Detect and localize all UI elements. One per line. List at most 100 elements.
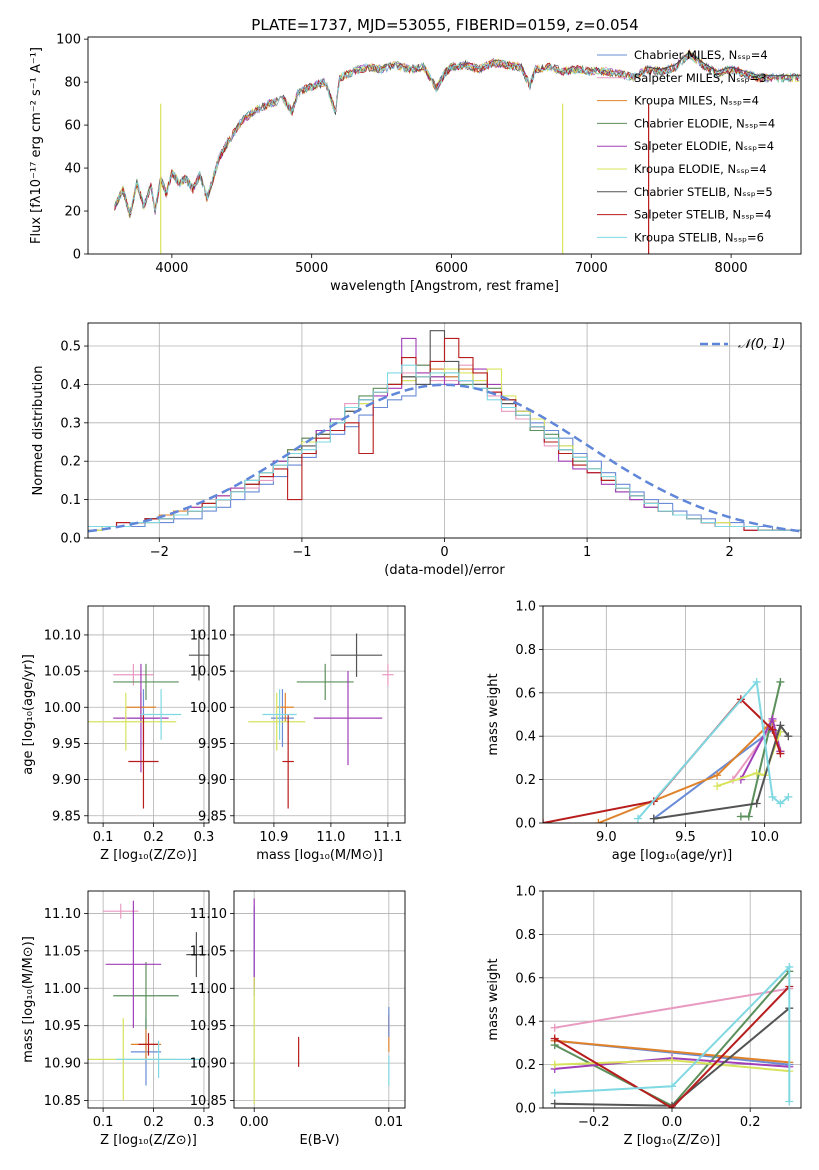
y-tick-label: 10.05	[190, 665, 227, 680]
x-tick-label: −0.2	[578, 1115, 610, 1130]
weight-marker	[784, 792, 793, 801]
axes-frame	[87, 322, 802, 539]
y-tick-label: 10.00	[44, 701, 81, 716]
x-tick-label: 0.3	[194, 1115, 215, 1130]
y-tick-label: 9.85	[52, 809, 81, 824]
axes-frame	[87, 890, 210, 1109]
weight-line	[554, 987, 790, 1029]
errorbar-point	[186, 932, 207, 978]
weight-marker	[776, 721, 785, 730]
y-tick-label: 9.95	[52, 737, 81, 752]
x-tick-label: 5000	[295, 261, 328, 276]
y-tick-label: 0.4	[515, 730, 536, 745]
weight-marker	[713, 782, 722, 791]
y-tick-label: 0.2	[515, 773, 536, 788]
mass-weight-vs-metallicity-panel: −0.2 0.0 0.2 0.0 0.2 0.4 0.6 0.8 1.0 Z [log₁₀(Z/Z…	[486, 885, 802, 1148]
weight-line	[554, 1039, 790, 1064]
y-tick-label: 9.85	[198, 809, 227, 824]
axes-frame	[233, 890, 406, 1109]
x-tick-label: 9.5	[675, 830, 696, 845]
weight-marker	[752, 769, 761, 778]
y-tick-label: 10.95	[190, 1019, 227, 1034]
errorbar-point	[382, 663, 394, 686]
errorbar-point	[313, 671, 383, 766]
y-tick-label: 0.3	[60, 416, 81, 431]
mass-vs-metallicity-panel: 0.1 0.2 0.3 10.85 10.90 10.95 11.00 11.05 11.10 Z…	[21, 890, 215, 1148]
y-tick-label: 0	[73, 248, 81, 263]
x-axis-label: Z [log₁₀(Z/Z⊙)]	[100, 848, 197, 863]
weight-marker	[752, 799, 761, 808]
x-tick-label: 2	[726, 545, 734, 560]
y-axis-label: mass [log₁₀(M/M⊙)]	[21, 936, 36, 1063]
legend-entry: Salpeter STELIB, Nₛₛₚ=4	[634, 208, 772, 222]
y-tick-label: 0.0	[60, 532, 81, 547]
errorbar-point	[88, 692, 177, 751]
weight-marker	[594, 819, 603, 823]
weight-marker	[713, 771, 722, 780]
weight-lines	[543, 677, 793, 823]
weight-marker	[768, 792, 777, 801]
y-tick-label: 9.90	[52, 773, 81, 788]
weight-marker	[776, 677, 785, 686]
y-tick-label: 0.8	[515, 928, 536, 943]
y-tick-label: 10.10	[44, 628, 81, 643]
y-tick-label: 10.05	[44, 665, 81, 680]
x-axis-label: mass [log₁₀(M/M⊙)]	[256, 848, 383, 863]
x-tick-label: 0.1	[93, 830, 114, 845]
x-axis-label: Z [log₁₀(Z/Z⊙)]	[624, 1133, 721, 1148]
y-tick-label: 0.2	[60, 455, 81, 470]
x-tick-label: 0	[440, 545, 448, 560]
axes-frame	[233, 605, 406, 824]
errorbar-group	[88, 900, 207, 1101]
x-tick-label: 4000	[155, 261, 188, 276]
weight-marker	[668, 1104, 676, 1108]
age-vs-mass-panel: 10.9 11.0 11.1 9.85 9.90 9.95 10.00 10.05 10.10 m…	[190, 605, 406, 863]
y-tick-label: 40	[64, 162, 81, 177]
figure-title: PLATE=1737, MJD=53055, FIBERID=0159, z=0…	[251, 16, 638, 34]
y-axis-label: age [log₁₀(age/yr)]	[21, 654, 36, 775]
y-tick-label: 1.0	[515, 885, 536, 900]
x-tick-label: 6000	[435, 261, 468, 276]
errorbar-point	[296, 663, 354, 701]
y-tick-label: 0.0	[515, 817, 536, 832]
errorbar-point	[330, 633, 383, 677]
axes-frame	[87, 36, 802, 255]
y-tick-label: 0.2	[515, 1058, 536, 1073]
weight-marker	[736, 812, 745, 821]
x-axis-label: E(B-V)	[299, 1133, 339, 1148]
y-tick-label: 0.5	[60, 340, 81, 355]
errorbar-point	[113, 663, 169, 773]
x-tick-label: 0.2	[740, 1115, 761, 1130]
weight-marker	[633, 814, 642, 823]
weight-marker	[668, 1056, 676, 1065]
legend-entry: Kroupa MILES, Nₛₛₚ=4	[634, 94, 759, 108]
legend-entry: Chabrier MILES, Nₛₛₚ=4	[634, 48, 768, 62]
y-axis-label: mass weight	[486, 673, 501, 755]
weight-marker	[752, 677, 761, 686]
y-axis-label: Flux [fλ10⁻¹⁷ erg cm⁻² s⁻¹ A⁻¹]	[29, 47, 44, 244]
y-axis-label: mass weight	[486, 958, 501, 1040]
weight-marker	[784, 732, 793, 741]
age-vs-metallicity-panel: 0.1 0.2 0.3 9.85 9.90 9.95 10.00 10.05 10.10 Z [l…	[21, 605, 214, 863]
x-tick-label: 8000	[715, 261, 748, 276]
errorbar-point	[138, 1033, 159, 1056]
errorbar-point	[113, 663, 179, 701]
errorbar-point	[271, 689, 294, 748]
weight-line	[554, 985, 791, 1108]
x-axis-label: Z [log₁₀(Z/Z⊙)]	[100, 1133, 197, 1148]
x-tick-label: 7000	[575, 261, 608, 276]
axes-frame	[542, 605, 802, 824]
y-tick-label: 10.85	[44, 1094, 81, 1109]
x-tick-label: 1	[583, 545, 591, 560]
legend-entry: Kroupa ELODIE, Nₛₛₚ=4	[634, 162, 767, 176]
weight-marker	[776, 799, 785, 808]
errorbar-point	[248, 692, 306, 751]
legend-entry: Kroupa STELIB, Nₛₛₚ=6	[634, 230, 764, 244]
y-tick-label: 9.90	[198, 773, 227, 788]
errorbar-point	[113, 962, 179, 1030]
weight-marker	[785, 962, 794, 971]
weight-marker	[550, 1023, 559, 1032]
errorbar-point	[262, 689, 297, 740]
y-tick-label: 10.95	[44, 1019, 81, 1034]
